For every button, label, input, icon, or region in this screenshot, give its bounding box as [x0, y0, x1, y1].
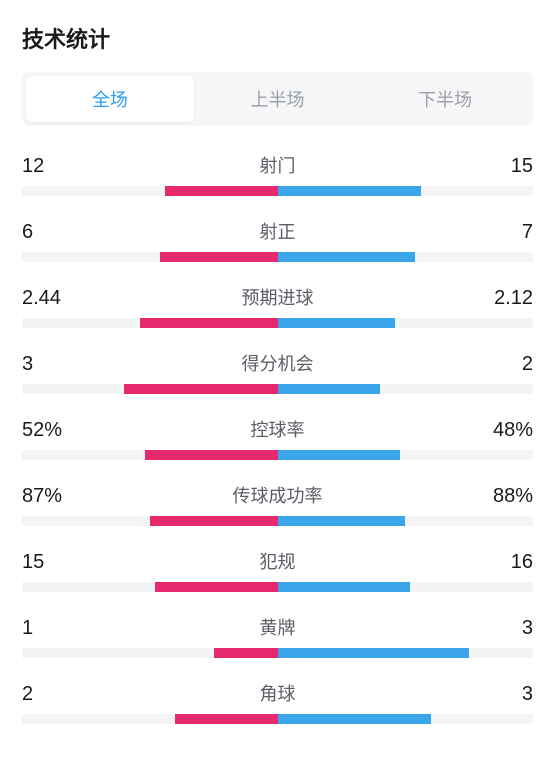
stat-bar-track [22, 186, 533, 196]
stat-bar-left-half [22, 252, 278, 262]
stat-bar-right-fill [278, 318, 396, 328]
stat-bar-right-half [278, 714, 534, 724]
stat-header: 12射门15 [22, 152, 533, 178]
stat-label: 得分机会 [82, 350, 473, 376]
stat-right-value: 3 [473, 683, 533, 706]
stat-bar-left-fill [160, 252, 278, 262]
stat-left-value: 3 [22, 353, 82, 376]
stat-bar-left-fill [214, 648, 278, 658]
stat-bar-right-fill [278, 252, 416, 262]
stat-header: 52%控球率48% [22, 416, 533, 442]
stat-bar-track [22, 582, 533, 592]
stat-row: 15犯规16 [22, 548, 533, 592]
stat-right-value: 48% [473, 419, 533, 442]
stat-row: 2角球3 [22, 680, 533, 724]
stat-left-value: 1 [22, 617, 82, 640]
stat-label: 犯规 [82, 548, 473, 574]
stat-row: 3得分机会2 [22, 350, 533, 394]
stat-header: 3得分机会2 [22, 350, 533, 376]
stat-label: 预期进球 [82, 284, 473, 310]
stat-bar-track [22, 714, 533, 724]
stat-left-value: 52% [22, 419, 82, 442]
stat-header: 2.44预期进球2.12 [22, 284, 533, 310]
stat-right-value: 16 [473, 551, 533, 574]
stat-bar-right-half [278, 318, 534, 328]
stat-bar-left-half [22, 516, 278, 526]
stat-header: 87%传球成功率88% [22, 482, 533, 508]
stats-panel: 技术统计 全场上半场下半场 12射门156射正72.44预期进球2.123得分机… [0, 0, 555, 724]
stat-right-value: 2.12 [473, 287, 533, 310]
stat-bar-track [22, 318, 533, 328]
stat-bar-track [22, 384, 533, 394]
tab-2[interactable]: 下半场 [361, 76, 529, 122]
stat-bar-left-fill [175, 714, 277, 724]
stat-bar-left-fill [155, 582, 278, 592]
panel-title: 技术统计 [22, 22, 533, 54]
stat-bar-right-fill [278, 516, 406, 526]
stat-row: 6射正7 [22, 218, 533, 262]
stat-bar-left-fill [145, 450, 278, 460]
stat-bar-left-half [22, 714, 278, 724]
stat-header: 1黄牌3 [22, 614, 533, 640]
stat-bar-left-half [22, 384, 278, 394]
stat-row: 2.44预期进球2.12 [22, 284, 533, 328]
stat-header: 15犯规16 [22, 548, 533, 574]
stat-bar-right-half [278, 648, 534, 658]
stat-label: 控球率 [82, 416, 473, 442]
stat-bar-right-half [278, 384, 534, 394]
stat-row: 52%控球率48% [22, 416, 533, 460]
stat-right-value: 88% [473, 485, 533, 508]
stat-row: 1黄牌3 [22, 614, 533, 658]
stat-bar-right-fill [278, 582, 411, 592]
stat-right-value: 2 [473, 353, 533, 376]
stat-bar-track [22, 252, 533, 262]
stat-left-value: 12 [22, 155, 82, 178]
stat-bar-track [22, 450, 533, 460]
stat-left-value: 2 [22, 683, 82, 706]
tab-0[interactable]: 全场 [26, 76, 194, 122]
stat-label: 角球 [82, 680, 473, 706]
stat-bar-left-half [22, 318, 278, 328]
stat-bar-right-fill [278, 384, 380, 394]
stat-header: 2角球3 [22, 680, 533, 706]
stat-bar-left-fill [165, 186, 277, 196]
stats-list: 12射门156射正72.44预期进球2.123得分机会252%控球率48%87%… [22, 152, 533, 724]
tab-1[interactable]: 上半场 [194, 76, 362, 122]
stat-bar-track [22, 648, 533, 658]
stat-bar-right-half [278, 450, 534, 460]
stat-label: 黄牌 [82, 614, 473, 640]
stat-bar-left-half [22, 186, 278, 196]
stat-left-value: 2.44 [22, 287, 82, 310]
stat-label: 射正 [82, 218, 473, 244]
stat-label: 传球成功率 [82, 482, 473, 508]
stat-right-value: 7 [473, 221, 533, 244]
stat-left-value: 6 [22, 221, 82, 244]
stat-row: 12射门15 [22, 152, 533, 196]
stat-bar-right-fill [278, 450, 401, 460]
stat-left-value: 87% [22, 485, 82, 508]
stat-bar-right-fill [278, 714, 431, 724]
stat-bar-right-fill [278, 186, 421, 196]
stat-bar-left-fill [124, 384, 277, 394]
stat-right-value: 15 [473, 155, 533, 178]
stat-bar-left-half [22, 648, 278, 658]
stat-right-value: 3 [473, 617, 533, 640]
stat-header: 6射正7 [22, 218, 533, 244]
stat-bar-track [22, 516, 533, 526]
stat-bar-left-half [22, 450, 278, 460]
stat-bar-left-fill [150, 516, 278, 526]
stat-row: 87%传球成功率88% [22, 482, 533, 526]
stat-bar-right-fill [278, 648, 470, 658]
stat-bar-left-fill [140, 318, 278, 328]
stat-bar-right-half [278, 516, 534, 526]
stat-left-value: 15 [22, 551, 82, 574]
stat-bar-right-half [278, 252, 534, 262]
stat-bar-left-half [22, 582, 278, 592]
stat-label: 射门 [82, 152, 473, 178]
stat-bar-right-half [278, 582, 534, 592]
period-tabs: 全场上半场下半场 [22, 72, 533, 126]
stat-bar-right-half [278, 186, 534, 196]
